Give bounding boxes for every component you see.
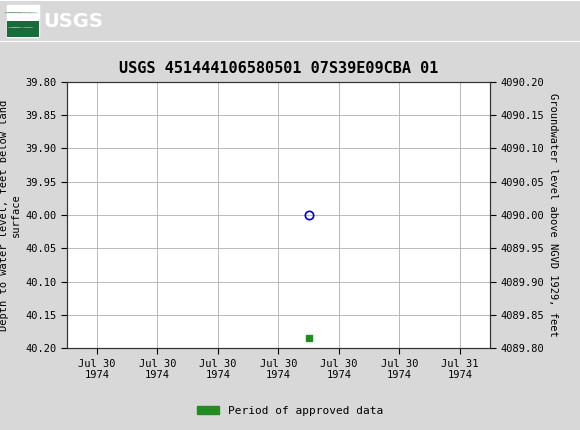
Wedge shape	[3, 12, 21, 13]
Bar	[7, 21, 39, 37]
FancyBboxPatch shape	[7, 5, 39, 37]
Y-axis label: Groundwater level above NGVD 1929, feet: Groundwater level above NGVD 1929, feet	[549, 93, 559, 337]
Title: USGS 451444106580501 07S39E09CBA 01: USGS 451444106580501 07S39E09CBA 01	[119, 61, 438, 77]
Y-axis label: Depth to water level, feet below land
surface: Depth to water level, feet below land su…	[0, 99, 21, 331]
Wedge shape	[17, 12, 31, 13]
Text: USGS: USGS	[44, 12, 103, 31]
Legend: Period of approved data: Period of approved data	[193, 401, 387, 420]
